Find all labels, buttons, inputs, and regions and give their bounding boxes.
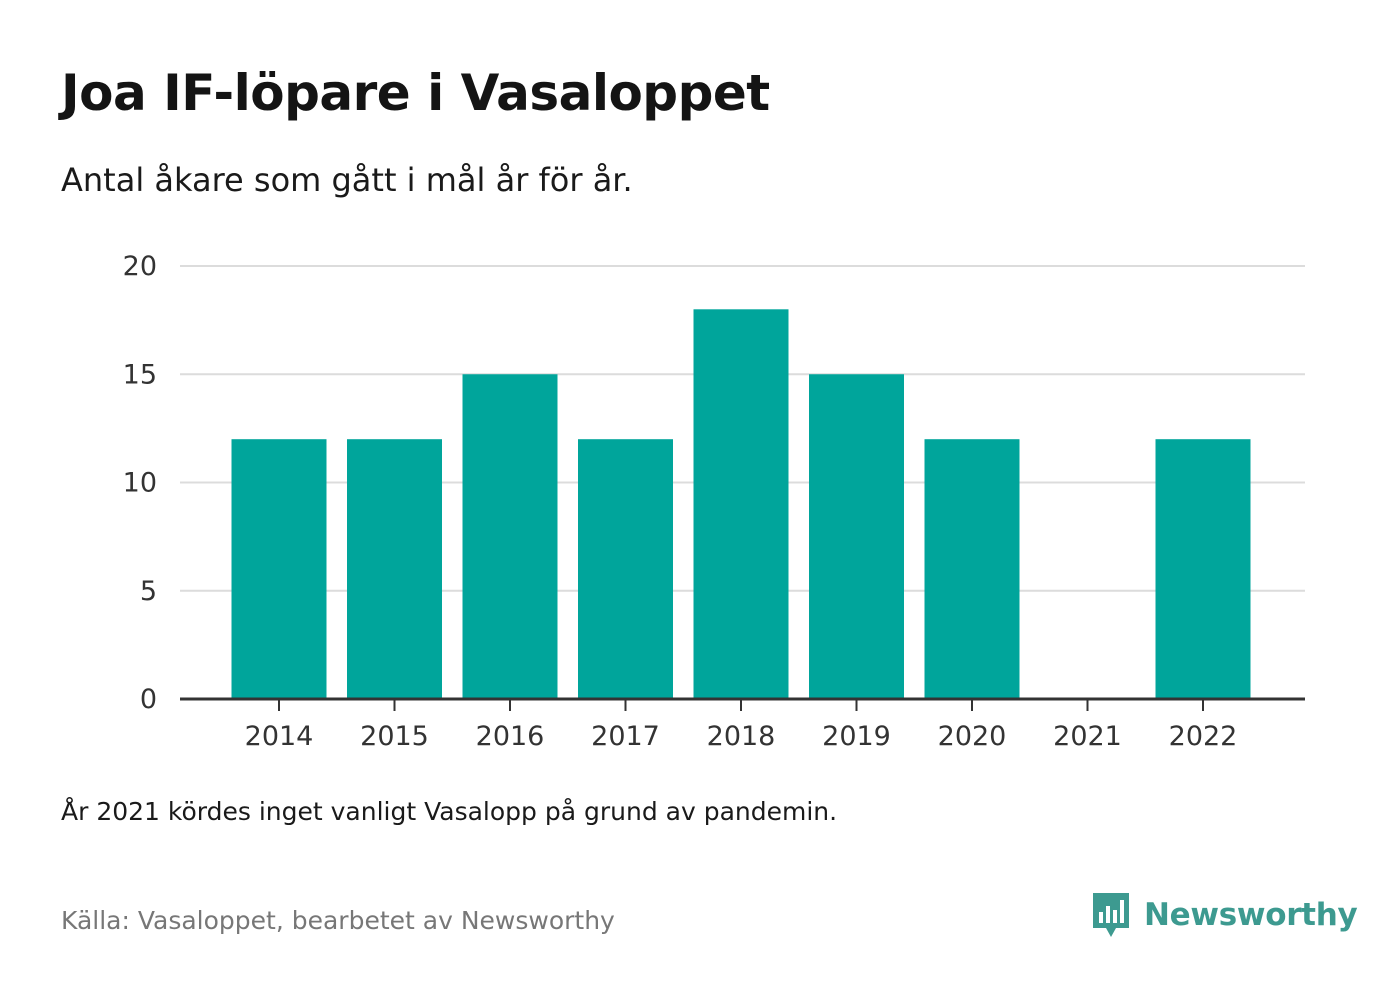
- newsworthy-logo-icon: [1093, 893, 1129, 937]
- y-tick-label: 10: [123, 468, 157, 499]
- x-tick-label: 2019: [822, 721, 891, 752]
- bar-2014: [231, 439, 327, 699]
- y-tick-label: 5: [140, 576, 157, 607]
- bar-chart: 0 5 10 15 20 2014 2015 2016 2017 2018 2019 2020 202…: [123, 251, 1305, 752]
- bars: [231, 309, 1251, 699]
- bar-2019: [809, 374, 904, 699]
- x-axis: 2014 2015 2016 2017 2018 2019 2020 2021 2022: [180, 697, 1305, 752]
- bar-2020: [924, 439, 1020, 699]
- chart-subtitle: Antal åkare som gått i mål år för år.: [61, 161, 633, 199]
- source-text: Källa: Vasaloppet, bearbetet av Newswort…: [61, 906, 615, 935]
- x-tick-label: 2020: [938, 721, 1007, 752]
- brand-logo: Newsworthy: [1090, 890, 1358, 940]
- y-axis-ticks: 0 5 10 15 20: [123, 251, 157, 715]
- chart-note: År 2021 kördes inget vanligt Vasalopp på…: [61, 797, 838, 826]
- brand-name: Newsworthy: [1144, 897, 1358, 933]
- bar-2022: [1155, 439, 1251, 699]
- bar-2017: [578, 439, 673, 699]
- y-tick-label: 15: [123, 359, 157, 390]
- x-tick-label: 2021: [1053, 721, 1122, 752]
- y-tick-label: 0: [140, 684, 157, 715]
- x-tick-label: 2014: [245, 721, 314, 752]
- bar-2016: [462, 374, 558, 699]
- bar-2015: [347, 439, 442, 699]
- x-tick-label: 2016: [476, 721, 545, 752]
- bar-2018: [693, 309, 789, 699]
- chart-title: Joa IF-löpare i Vasaloppet: [61, 64, 770, 122]
- x-tick-label: 2018: [707, 721, 776, 752]
- x-tick-label: 2022: [1169, 721, 1238, 752]
- y-tick-label: 20: [123, 251, 157, 282]
- x-tick-label: 2015: [360, 721, 429, 752]
- x-tick-label: 2017: [591, 721, 660, 752]
